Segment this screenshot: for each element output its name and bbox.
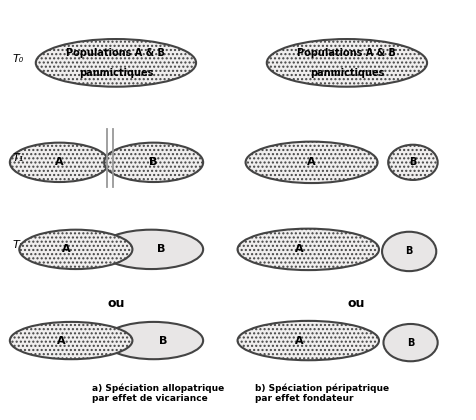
Text: a) Spéciation allopatrique
par effet de vicariance: a) Spéciation allopatrique par effet de …	[92, 383, 224, 403]
Ellipse shape	[36, 39, 196, 87]
Text: T₂: T₂	[12, 240, 23, 250]
Ellipse shape	[19, 230, 132, 269]
Text: Populations A & B: Populations A & B	[297, 47, 396, 58]
Text: T₀: T₀	[12, 54, 23, 64]
Text: A: A	[55, 158, 63, 167]
Text: B: B	[156, 244, 165, 255]
Text: A: A	[294, 244, 303, 255]
Ellipse shape	[10, 143, 109, 182]
Text: B: B	[405, 247, 412, 257]
Text: b) Spéciation péripatrique
par effet fondateur: b) Spéciation péripatrique par effet fon…	[255, 383, 388, 403]
Ellipse shape	[104, 322, 203, 359]
Ellipse shape	[10, 322, 132, 359]
Text: B: B	[406, 338, 413, 348]
Text: panmictiques: panmictiques	[309, 68, 383, 78]
Text: B: B	[159, 336, 167, 346]
Ellipse shape	[383, 324, 437, 361]
Text: Populations A & B: Populations A & B	[66, 47, 165, 58]
Text: A: A	[307, 158, 315, 167]
Text: A: A	[57, 336, 66, 346]
Ellipse shape	[381, 232, 436, 271]
Text: B: B	[408, 158, 416, 167]
Ellipse shape	[387, 145, 437, 180]
Text: A: A	[294, 336, 303, 346]
Ellipse shape	[237, 321, 378, 360]
Ellipse shape	[245, 142, 377, 183]
Ellipse shape	[237, 228, 378, 270]
Text: ou: ou	[107, 297, 124, 310]
Text: ou: ou	[347, 297, 364, 310]
Ellipse shape	[99, 230, 203, 269]
Ellipse shape	[266, 39, 426, 87]
Text: T₁: T₁	[12, 153, 23, 163]
Text: A: A	[62, 244, 70, 255]
Text: panmictiques: panmictiques	[79, 68, 153, 78]
Text: B: B	[149, 158, 158, 167]
Ellipse shape	[104, 143, 203, 182]
